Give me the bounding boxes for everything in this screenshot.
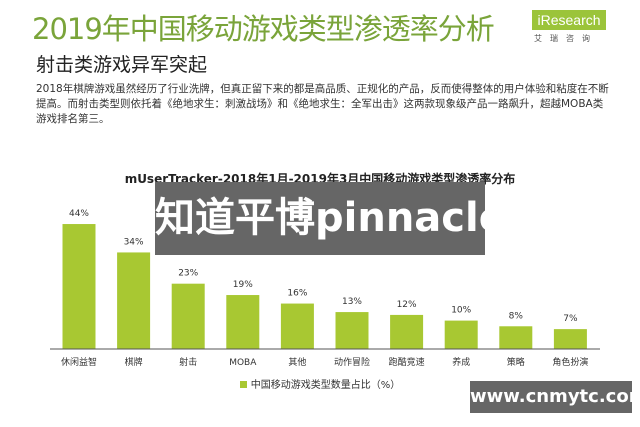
- data-label: 12%: [397, 300, 417, 310]
- bar: [226, 295, 260, 349]
- logo-subtext: 艾瑞咨询: [534, 34, 598, 43]
- data-label: 8%: [509, 311, 524, 321]
- legend-label: 中国移动游戏类型数量占比（%）: [250, 380, 401, 391]
- data-label: 7%: [563, 314, 578, 324]
- bar: [553, 329, 587, 349]
- data-label: 10%: [451, 306, 471, 316]
- bar: [280, 303, 314, 349]
- bar: [444, 320, 478, 349]
- iresearch-logo: iResearch 艾瑞咨询: [528, 8, 608, 48]
- page-subtitle: 射击类游戏异军突起: [36, 54, 208, 76]
- data-label: 16%: [287, 289, 307, 299]
- page-title: 2019年中国移动游戏类型渗透率分析: [32, 12, 495, 46]
- bar: [499, 326, 533, 349]
- x-tick-label: 射击: [179, 356, 197, 368]
- bar: [171, 283, 205, 349]
- description-paragraph: 2018年棋牌游戏虽然经历了行业洗牌，但真正留下来的都是高品质、正规化的产品，反…: [36, 83, 609, 125]
- data-label: 23%: [178, 269, 198, 279]
- x-tick-label: 养成: [452, 356, 470, 368]
- x-tick-label: 角色扮演: [552, 356, 588, 368]
- legend-swatch: [239, 381, 247, 388]
- watermark: www.cnmytc.com: [470, 381, 640, 413]
- x-tick-label: MOBA: [229, 358, 257, 368]
- data-label: 34%: [124, 237, 144, 247]
- x-tick-label: 跑酷竞速: [389, 356, 425, 368]
- data-label: 44%: [69, 209, 89, 219]
- logo-text: iResearch: [532, 10, 606, 30]
- bar: [117, 252, 151, 349]
- x-tick-label: 棋牌: [125, 356, 143, 368]
- overlay-banner: 知道平博pinnacle: [155, 182, 506, 255]
- chart-legend: 中国移动游戏类型数量占比（%）: [0, 376, 640, 391]
- x-tick-label: 动作冒险: [334, 356, 370, 368]
- x-tick-label: 休闲益智: [61, 356, 97, 368]
- bar: [62, 224, 96, 349]
- data-label: 19%: [233, 280, 253, 290]
- bar: [390, 314, 424, 349]
- x-tick-label: 策略: [507, 356, 525, 368]
- bar: [335, 312, 369, 349]
- x-tick-label: 其他: [288, 356, 306, 368]
- data-label: 13%: [342, 297, 362, 307]
